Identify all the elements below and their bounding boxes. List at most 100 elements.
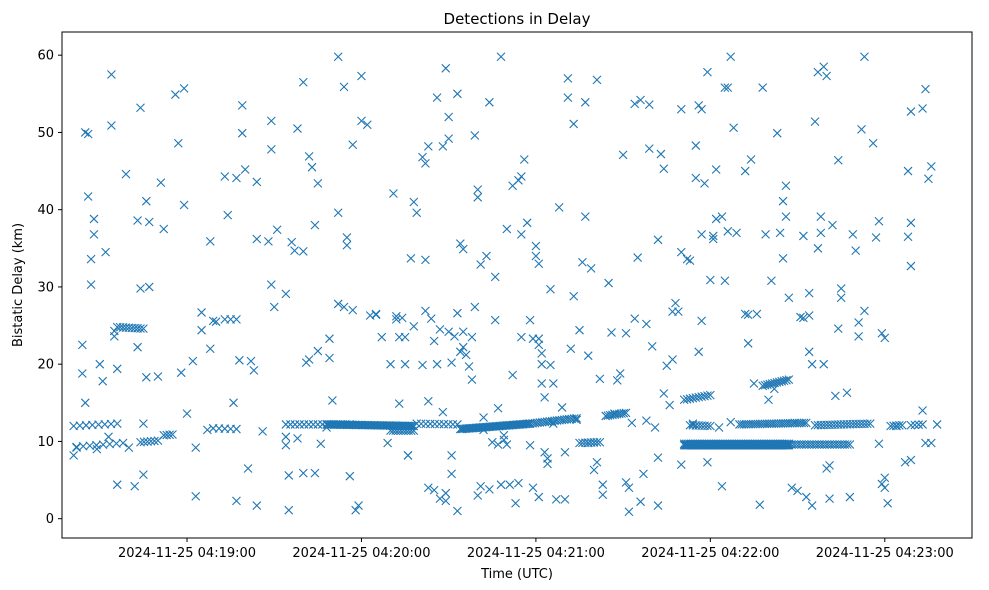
data-point (313, 179, 323, 188)
data-point (848, 230, 858, 239)
data-point (348, 305, 358, 315)
data-point (444, 112, 454, 122)
data-point (98, 376, 108, 386)
x-tick-label: 2024-11-25 04:23:00 (816, 546, 954, 561)
data-point (819, 359, 829, 369)
data-point (308, 420, 318, 429)
x-tick-label: 2024-11-25 04:19:00 (118, 546, 256, 561)
x-tick-label: 2024-11-25 04:20:00 (292, 546, 430, 561)
data-point (595, 437, 605, 447)
data-point (627, 418, 637, 428)
data-point (833, 324, 843, 334)
data-point (804, 311, 814, 320)
data-point (426, 314, 436, 323)
data-point (455, 347, 465, 357)
data-point (281, 440, 291, 450)
data-point (409, 426, 419, 436)
data-point (720, 276, 730, 286)
data-point (589, 465, 599, 475)
data-point (903, 232, 913, 242)
data-point (325, 334, 334, 344)
data-point (112, 364, 122, 374)
data-point (758, 83, 768, 93)
data-point (143, 437, 152, 446)
data-point (455, 239, 465, 249)
data-point (723, 226, 733, 236)
data-point (499, 435, 509, 445)
data-point (249, 365, 259, 375)
data-point (903, 166, 913, 176)
data-point (842, 440, 852, 449)
data-point (575, 325, 584, 335)
data-point (514, 478, 523, 488)
data-point (723, 83, 733, 93)
data-point (665, 400, 675, 410)
data-point (92, 444, 102, 454)
data-point (781, 181, 791, 191)
data-point (630, 314, 640, 323)
data-point (703, 67, 712, 77)
data-point (653, 235, 663, 245)
data-point (473, 192, 483, 202)
data-point (229, 398, 238, 408)
data-point (153, 372, 163, 381)
data-point (703, 421, 712, 431)
data-point (409, 321, 419, 331)
data-point (534, 492, 544, 502)
data-point (429, 336, 439, 346)
data-point (448, 419, 458, 429)
data-point (136, 324, 145, 333)
data-point (598, 490, 608, 500)
data-point (220, 172, 230, 181)
data-point (354, 501, 363, 510)
data-point (432, 93, 442, 103)
data-point (906, 107, 916, 116)
data-point (394, 399, 404, 408)
y-tick-label: 10 (37, 435, 54, 450)
data-point (691, 173, 701, 183)
data-point (104, 432, 113, 442)
data-point (705, 421, 715, 431)
data-point (775, 228, 785, 238)
data-point (450, 331, 459, 341)
data-point (798, 231, 808, 241)
data-point (569, 119, 579, 129)
data-point (676, 104, 686, 114)
data-point (461, 350, 471, 360)
data-point (697, 104, 707, 114)
data-point (801, 418, 811, 428)
data-point (717, 481, 727, 491)
data-point (202, 425, 212, 435)
data-point (825, 494, 834, 503)
data-point (429, 485, 439, 495)
data-point (409, 197, 419, 207)
data-point (240, 165, 250, 174)
data-point (371, 310, 381, 320)
data-point (764, 395, 773, 405)
data-point (490, 272, 500, 282)
data-point (211, 317, 221, 327)
data-point (900, 457, 910, 467)
data-point (357, 116, 366, 126)
data-point (784, 293, 794, 303)
data-point (441, 488, 451, 498)
data-point (537, 348, 547, 358)
data-point (871, 233, 881, 242)
data-point (223, 210, 233, 220)
data-point (146, 436, 156, 446)
data-point (525, 440, 535, 450)
data-point (290, 246, 299, 256)
data-point (423, 483, 433, 493)
data-point (740, 166, 750, 176)
data-point (345, 471, 355, 481)
data-point (799, 418, 809, 428)
data-point (269, 302, 279, 312)
data-point (458, 327, 468, 337)
data-point (755, 500, 765, 510)
data-point (281, 420, 291, 429)
data-point (819, 62, 829, 72)
data-point (924, 174, 933, 184)
data-point (525, 315, 535, 325)
data-point (284, 505, 294, 515)
data-point (880, 483, 890, 493)
